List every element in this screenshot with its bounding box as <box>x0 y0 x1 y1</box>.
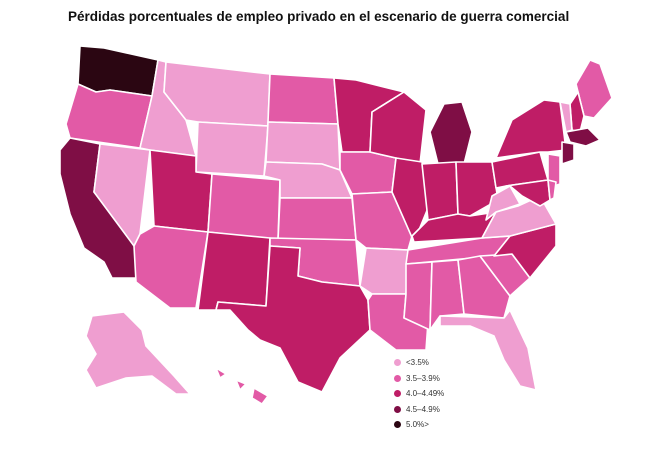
state-vt[interactable] <box>559 101 573 133</box>
state-tx[interactable] <box>215 245 371 393</box>
state-wv[interactable] <box>485 185 521 221</box>
state-oh[interactable] <box>455 161 499 217</box>
state-ak[interactable] <box>85 311 191 395</box>
legend-swatch <box>394 405 401 413</box>
state-ny[interactable] <box>495 99 567 159</box>
legend-label: 4.0–4.49% <box>406 389 445 399</box>
legend-label: <3.5% <box>406 358 429 368</box>
state-ms[interactable] <box>403 261 433 331</box>
legend-label: 4.5–4.9% <box>406 404 440 414</box>
legend-item: 5.0%> <box>394 417 444 433</box>
legend-item: <3.5% <box>394 355 444 371</box>
state-co[interactable] <box>207 173 281 241</box>
legend-swatch <box>394 374 401 382</box>
state-de[interactable] <box>547 179 557 201</box>
legend: <3.5% 3.5–3.9% 4.0–4.49% 4.5–4.9% 5.0%> <box>394 355 444 433</box>
state-fl[interactable] <box>439 309 537 391</box>
legend-swatch <box>394 359 401 367</box>
state-nm[interactable] <box>197 231 271 311</box>
state-az[interactable] <box>133 225 209 309</box>
state-il[interactable] <box>391 157 429 243</box>
map-title: Pérdidas porcentuales de empleo privado … <box>68 9 570 24</box>
legend-label: 3.5–3.9% <box>406 373 440 383</box>
state-ga[interactable] <box>457 255 511 319</box>
state-wy[interactable] <box>195 121 269 177</box>
state-hi[interactable] <box>215 367 269 405</box>
legend-item: 4.0–4.49% <box>394 386 444 402</box>
state-ct[interactable] <box>561 141 575 165</box>
state-ma[interactable] <box>565 127 601 147</box>
state-ks[interactable] <box>277 197 357 241</box>
legend-item: 3.5–3.9% <box>394 371 444 387</box>
legend-swatch <box>394 421 401 429</box>
state-nd[interactable] <box>267 73 339 125</box>
state-al[interactable] <box>429 259 465 331</box>
state-or[interactable] <box>65 83 153 149</box>
state-in[interactable] <box>421 161 459 221</box>
legend-item: 4.5–4.9% <box>394 402 444 418</box>
state-ar[interactable] <box>359 247 409 295</box>
legend-label: 5.0%> <box>406 420 429 430</box>
legend-swatch <box>394 390 401 398</box>
state-ia[interactable] <box>339 151 397 195</box>
state-ky[interactable] <box>411 211 497 243</box>
